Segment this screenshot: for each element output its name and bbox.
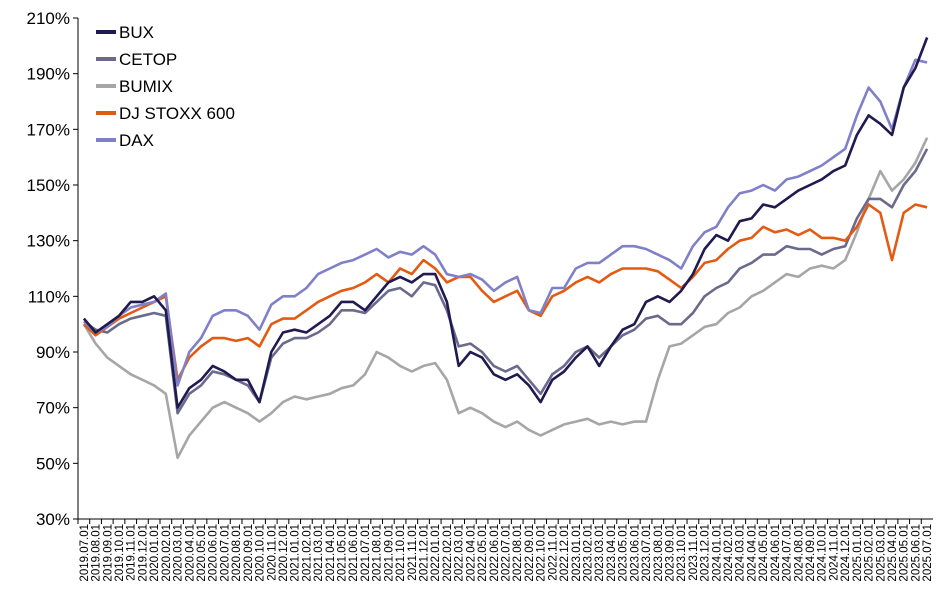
x-tick-label: 2022.09.01 xyxy=(524,524,536,582)
x-tick-label: 2020.08.01 xyxy=(231,524,243,582)
x-tick-label: 2023.08.01 xyxy=(653,524,665,582)
x-tick-label: 2022.02.01 xyxy=(442,524,454,582)
x-tick-label: 2021.10.01 xyxy=(395,524,407,582)
x-tick-label: 2022.11.01 xyxy=(547,524,559,581)
y-tick-label: 70% xyxy=(36,399,70,418)
x-tick-label: 2022.07.01 xyxy=(501,524,513,582)
y-tick-label: 30% xyxy=(36,510,70,529)
x-tick-label: 2024.02.01 xyxy=(723,524,735,582)
x-tick-label: 2024.11.01 xyxy=(828,524,840,581)
x-tick-label: 2021.04.01 xyxy=(325,524,337,582)
series-line xyxy=(83,148,929,415)
y-tick-label: 170% xyxy=(27,120,70,139)
x-tick-label: 2020.02.01 xyxy=(161,524,173,582)
x-tick-label: 2024.03.01 xyxy=(735,524,747,582)
x-tick-label: 2019.09.01 xyxy=(102,524,114,582)
x-tick-label: 2025.03.01 xyxy=(875,524,887,582)
x-tick-label: 2022.06.01 xyxy=(489,524,501,582)
x-tick-label: 2022.10.01 xyxy=(536,524,548,582)
y-tick-label: 150% xyxy=(27,176,70,195)
x-tick-label: 2024.05.01 xyxy=(758,524,770,582)
x-tick-label: 2025.05.01 xyxy=(899,524,911,582)
x-tick-label: 2020.12.01 xyxy=(278,524,290,582)
x-tick-label: 2023.04.01 xyxy=(606,524,618,582)
x-tick-label: 2024.09.01 xyxy=(805,524,817,582)
series-line xyxy=(82,37,929,409)
x-tick-label: 2023.10.01 xyxy=(676,524,688,582)
x-tick-label: 2020.07.01 xyxy=(219,524,231,582)
x-tick-label: 2025.02.01 xyxy=(864,524,876,582)
x-tick-label: 2021.06.01 xyxy=(348,524,360,582)
x-tick-label: 2023.01.01 xyxy=(571,524,583,582)
x-tick-label: 2022.01.01 xyxy=(430,524,442,582)
x-tick-label: 2022.12.01 xyxy=(559,524,571,582)
legend-label: DJ STOXX 600 xyxy=(119,104,235,123)
x-tick-label: 2025.06.01 xyxy=(910,524,922,582)
x-tick-label: 2023.06.01 xyxy=(629,524,641,582)
x-tick-label: 2024.01.01 xyxy=(711,524,723,582)
x-tick-label: 2022.04.01 xyxy=(465,524,477,582)
x-tick-label: 2019.11.01 xyxy=(126,524,138,581)
x-tick-label: 2021.08.01 xyxy=(372,524,384,582)
x-tick-label: 2024.08.01 xyxy=(793,524,805,582)
x-tick-label: 2025.07.01 xyxy=(922,524,934,582)
x-tick-label: 2020.06.01 xyxy=(208,524,220,582)
y-tick-label: 130% xyxy=(27,232,70,251)
x-tick-label: 2020.10.01 xyxy=(255,524,267,582)
x-tick-label: 2019.08.01 xyxy=(91,524,103,582)
x-tick-label: 2019.07.01 xyxy=(79,524,91,582)
x-tick-label: 2020.03.01 xyxy=(173,524,185,582)
x-tick-label: 2021.11.01 xyxy=(407,524,419,581)
series-line xyxy=(82,137,929,460)
x-tick-label: 2022.05.01 xyxy=(477,524,489,582)
x-tick-label: 2025.01.01 xyxy=(852,524,864,582)
x-tick-label: 2024.10.01 xyxy=(817,524,829,582)
x-tick-label: 2021.07.01 xyxy=(360,524,372,582)
x-tick-label: 2021.12.01 xyxy=(419,524,431,582)
x-tick-label: 2021.09.01 xyxy=(383,524,395,582)
y-tick-label: 110% xyxy=(28,287,70,306)
series-line xyxy=(83,58,928,387)
x-tick-label: 2023.07.01 xyxy=(641,524,653,582)
x-tick-label: 2020.05.01 xyxy=(196,524,208,582)
legend-label: DAX xyxy=(119,131,154,150)
x-tick-label: 2020.09.01 xyxy=(243,524,255,582)
y-tick-label: 190% xyxy=(27,65,70,84)
x-tick-label: 2024.04.01 xyxy=(746,524,758,582)
legend-label: BUMIX xyxy=(119,77,173,96)
x-tick-label: 2024.07.01 xyxy=(782,524,794,582)
series-line xyxy=(83,203,928,382)
x-tick-label: 2024.06.01 xyxy=(770,524,782,582)
x-tick-label: 2021.02.01 xyxy=(301,524,313,582)
x-tick-label: 2023.02.01 xyxy=(582,524,594,582)
legend-label: BUX xyxy=(119,23,154,42)
x-tick-label: 2020.04.01 xyxy=(184,524,196,582)
x-tick-label: 2023.11.01 xyxy=(688,524,700,581)
x-tick-label: 2020.11.01 xyxy=(266,524,278,581)
x-tick-label: 2021.01.01 xyxy=(290,524,302,582)
x-tick-label: 2023.12.01 xyxy=(700,524,712,582)
x-tick-label: 2022.03.01 xyxy=(454,524,466,582)
x-tick-label: 2021.05.01 xyxy=(337,524,349,582)
x-tick-label: 2020.01.01 xyxy=(149,524,161,582)
x-tick-label: 2024.12.01 xyxy=(840,524,852,582)
y-tick-label: 210% xyxy=(27,9,70,28)
x-tick-label: 2023.05.01 xyxy=(618,524,630,582)
x-tick-label: 2025.04.01 xyxy=(887,524,899,582)
x-tick-label: 2022.08.01 xyxy=(512,524,524,582)
y-tick-label: 50% xyxy=(36,454,70,473)
x-tick-label: 2023.03.01 xyxy=(594,524,606,582)
x-tick-label: 2019.12.01 xyxy=(137,524,149,582)
x-tick-label: 2023.09.01 xyxy=(664,524,676,582)
x-tick-label: 2021.03.01 xyxy=(313,524,325,582)
x-tick-label: 2019.10.01 xyxy=(114,524,126,582)
legend-label: CETOP xyxy=(119,50,177,69)
y-tick-label: 90% xyxy=(36,343,70,362)
